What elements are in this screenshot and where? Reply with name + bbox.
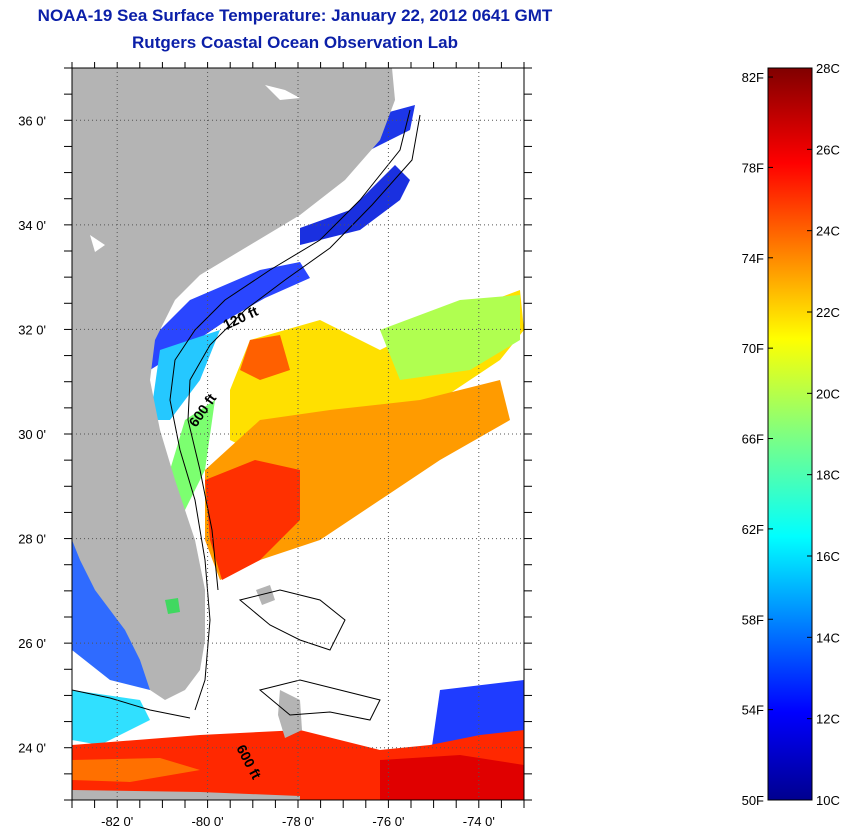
lat-tick-label: 24 0'	[18, 741, 46, 756]
lon-tick-label: -82 0'	[101, 814, 133, 829]
lat-tick-label: 26 0'	[18, 636, 46, 651]
axis-ticks: -82 0' -80 0' -78 0' -76 0' -74 0' 24 0' 26 0'…	[18, 62, 532, 829]
lat-tick-label: 36 0'	[18, 113, 46, 128]
colorbar-c-label: 14C	[816, 630, 840, 645]
lon-tick-label: -78 0'	[282, 814, 314, 829]
colorbar-f-label: 74F	[742, 251, 764, 266]
colorbar-c-label: 18C	[816, 468, 840, 483]
colorbar-f-label: 62F	[742, 522, 764, 537]
inland-lakes	[90, 85, 300, 614]
colorbar-c-label: 12C	[816, 712, 840, 727]
colorbar-c-label: 24C	[816, 224, 840, 239]
colorbar	[767, 67, 813, 801]
lat-tick-label: 28 0'	[18, 532, 46, 547]
colorbar-c-label: 28C	[816, 61, 840, 76]
lon-tick-label: -76 0'	[372, 814, 404, 829]
lat-tick-label: 32 0'	[18, 322, 46, 337]
colorbar-labels: 28C 26C 24C 22C 20C 18C 16C 14C 12C 10C 82F 78F 74F 7…	[742, 61, 840, 808]
colorbar-f-label: 66F	[742, 432, 764, 447]
lat-tick-label: 34 0'	[18, 218, 46, 233]
lon-tick-label: -74 0'	[463, 814, 495, 829]
colorbar-c-label: 10C	[816, 793, 840, 808]
colorbar-f-label: 58F	[742, 612, 764, 627]
colorbar-f-label: 78F	[742, 160, 764, 175]
colorbar-f-label: 50F	[742, 793, 764, 808]
lon-tick-label: -80 0'	[192, 814, 224, 829]
map-title: NOAA-19 Sea Surface Temperature: January…	[37, 6, 553, 25]
map-subtitle: Rutgers Coastal Ocean Observation Lab	[132, 33, 458, 52]
land	[72, 68, 395, 800]
graticule	[72, 68, 524, 800]
bathymetry-contours	[72, 109, 421, 721]
colorbar-c-label: 20C	[816, 386, 840, 401]
colorbar-c-label: 16C	[816, 549, 840, 564]
colorbar-c-label: 26C	[816, 142, 840, 157]
colorbar-f-label: 70F	[742, 341, 764, 356]
lat-tick-label: 30 0'	[18, 427, 46, 442]
colorbar-f-label: 54F	[742, 703, 764, 718]
colorbar-f-label: 82F	[742, 70, 764, 85]
colorbar-c-label: 22C	[816, 305, 840, 320]
sst-offshore-warm	[205, 290, 524, 580]
